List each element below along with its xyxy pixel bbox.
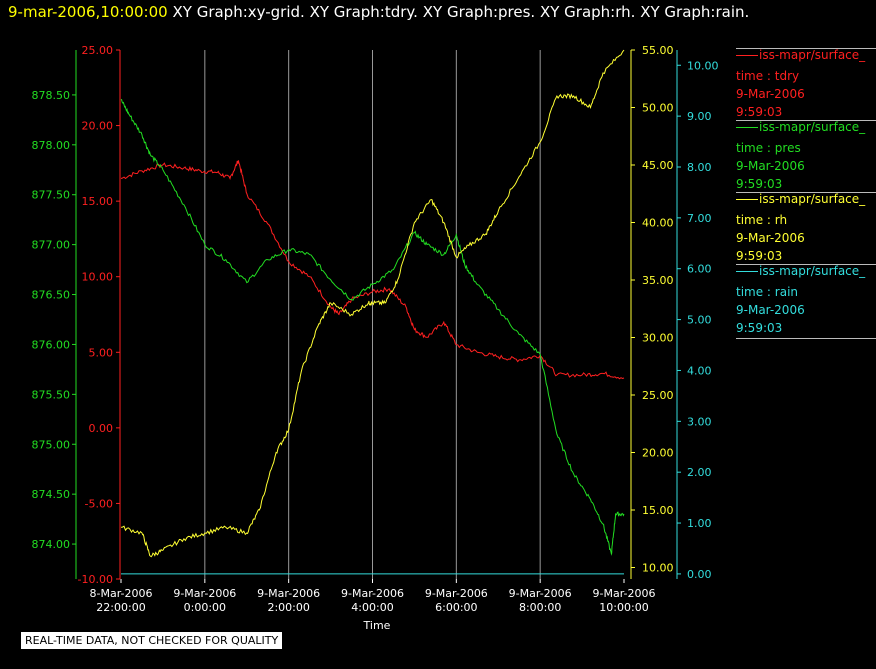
x-tick-date-2: 9-Mar-2006 <box>257 587 320 600</box>
x-tick-date-0: 8-Mar-2006 <box>90 587 153 600</box>
legend-series-name: iss-mapr/surface_ <box>736 264 876 278</box>
y-tick-label-pres-6: 875.50 <box>32 388 71 401</box>
y-tick-label-rain-1: 9.00 <box>687 110 712 123</box>
y-tick-label-pres-9: 874.00 <box>32 538 71 551</box>
y-tick-label-tdry-6: -5.00 <box>85 497 113 510</box>
y-tick-label-rain-10: 0.00 <box>687 568 712 581</box>
header-bar: 9-mar-2006,10:00:00 XY Graph:xy-grid. XY… <box>8 3 749 21</box>
x-tick-time-1: 0:00:00 <box>184 601 226 614</box>
header-title-rh: XY Graph:rh. <box>539 3 636 21</box>
legend-date: 9-Mar-2006 <box>736 87 805 101</box>
x-tick-date-6: 9-Mar-2006 <box>593 587 656 600</box>
x-tick-date-3: 9-Mar-2006 <box>341 587 404 600</box>
legend-line-swatch <box>736 55 758 56</box>
grid-lines <box>204 50 541 579</box>
x-tick-date-4: 9-Mar-2006 <box>425 587 488 600</box>
y-tick-label-rh-4: 35.00 <box>642 274 674 287</box>
y-tick-label-pres-4: 876.50 <box>32 289 71 302</box>
legend-separator <box>736 48 876 49</box>
legend-time: 9:59:03 <box>736 105 783 119</box>
y-tick-label-pres-0: 878.50 <box>32 89 71 102</box>
legend-series-label: iss-mapr/surface_ <box>759 48 866 62</box>
legend-line-swatch <box>736 271 758 272</box>
y-tick-label-rain-5: 5.00 <box>687 314 712 327</box>
legend-time: 9:59:03 <box>736 249 783 263</box>
y-tick-label-rh-5: 30.00 <box>642 332 674 345</box>
y-tick-label-rain-8: 2.00 <box>687 466 712 479</box>
x-tick-time-6: 10:00:00 <box>599 601 648 614</box>
y-tick-label-pres-2: 877.50 <box>32 189 71 202</box>
legend-series-label: iss-mapr/surface_ <box>759 192 866 206</box>
legend-series-label: iss-mapr/surface_ <box>759 264 866 278</box>
legend-separator <box>736 264 876 265</box>
y-tick-label-rh-6: 25.00 <box>642 389 674 402</box>
x-tick-date-5: 9-Mar-2006 <box>509 587 572 600</box>
legend-field: time : rain <box>736 285 799 299</box>
axes: 878.50 878.00 877.50 877.00 876.50 876.00 875.… <box>32 44 719 586</box>
legend-field: time : tdry <box>736 69 800 83</box>
legend-separator <box>736 120 876 121</box>
legend-separator <box>736 338 876 339</box>
header-title-rain: XY Graph:rain. <box>640 3 750 21</box>
legend-field: time : rh <box>736 213 788 227</box>
legend-series-name: iss-mapr/surface_ <box>736 192 876 206</box>
x-tick-time-0: 22:00:00 <box>96 601 145 614</box>
series-tdry <box>120 160 625 380</box>
y-tick-label-tdry-2: 15.00 <box>82 195 114 208</box>
y-tick-label-tdry-5: 0.00 <box>89 422 114 435</box>
y-tick-label-tdry-7: -10.00 <box>78 573 113 586</box>
series-rh <box>120 49 625 558</box>
y-tick-label-rain-7: 3.00 <box>687 415 712 428</box>
legend-line-swatch <box>736 127 758 128</box>
y-tick-label-rain-2: 8.00 <box>687 161 712 174</box>
y-tick-label-rain-0: 10.00 <box>687 59 719 72</box>
y-tick-label-tdry-4: 5.00 <box>89 346 114 359</box>
legend-time: 9:59:03 <box>736 321 783 335</box>
x-tick-time-3: 4:00:00 <box>351 601 393 614</box>
legend-date: 9-Mar-2006 <box>736 159 805 173</box>
legend-date: 9-Mar-2006 <box>736 231 805 245</box>
legend-series-name: iss-mapr/surface_ <box>736 48 876 62</box>
quality-notice: REAL-TIME DATA, NOT CHECKED FOR QUALITY <box>20 631 284 650</box>
header-title-pres: XY Graph:pres. <box>422 3 536 21</box>
x-tick-time-4: 6:00:00 <box>435 601 477 614</box>
y-tick-label-rh-7: 20.00 <box>642 447 674 460</box>
y-tick-label-rh-0: 55.00 <box>642 44 674 57</box>
y-tick-label-rh-1: 50.00 <box>642 102 674 115</box>
x-tick-time-5: 8:00:00 <box>519 601 561 614</box>
x-axis-ticks: 8-Mar-200622:00:009-Mar-20060:00:009-Mar… <box>90 579 656 614</box>
y-tick-label-rh-9: 10.00 <box>642 562 674 575</box>
header-title-xy-grid: XY Graph:xy-grid. <box>172 3 305 21</box>
y-tick-label-rain-4: 6.00 <box>687 263 712 276</box>
x-tick-date-1: 9-Mar-2006 <box>173 587 236 600</box>
legend-separator <box>736 192 876 193</box>
y-tick-label-pres-8: 874.50 <box>32 488 71 501</box>
series-lines <box>120 49 625 575</box>
legend-time: 9:59:03 <box>736 177 783 191</box>
x-tick-time-2: 2:00:00 <box>267 601 309 614</box>
y-tick-label-rh-3: 40.00 <box>642 217 674 230</box>
y-tick-label-pres-3: 877.00 <box>32 239 71 252</box>
y-tick-label-rain-3: 7.00 <box>687 212 712 225</box>
series-pres <box>120 98 625 556</box>
legend-series-label: iss-mapr/surface_ <box>759 120 866 134</box>
header-title-tdry: XY Graph:tdry. <box>309 3 418 21</box>
legend-field: time : pres <box>736 141 801 155</box>
y-tick-label-tdry-0: 25.00 <box>82 44 114 57</box>
legend-date: 9-Mar-2006 <box>736 303 805 317</box>
y-tick-label-pres-7: 875.00 <box>32 438 71 451</box>
y-tick-label-tdry-1: 20.00 <box>82 120 114 133</box>
y-tick-label-pres-5: 876.00 <box>32 338 71 351</box>
legend-line-swatch <box>736 199 758 200</box>
y-tick-label-rh-2: 45.00 <box>642 159 674 172</box>
y-tick-label-tdry-3: 10.00 <box>82 271 114 284</box>
y-tick-label-rain-6: 4.00 <box>687 364 712 377</box>
y-tick-label-rh-8: 15.00 <box>642 504 674 517</box>
x-axis-label: Time <box>363 619 391 632</box>
legend-series-name: iss-mapr/surface_ <box>736 120 876 134</box>
y-tick-label-pres-1: 878.00 <box>32 139 71 152</box>
y-tick-label-rain-9: 1.00 <box>687 517 712 530</box>
header-timestamp: 9-mar-2006,10:00:00 <box>8 3 168 21</box>
